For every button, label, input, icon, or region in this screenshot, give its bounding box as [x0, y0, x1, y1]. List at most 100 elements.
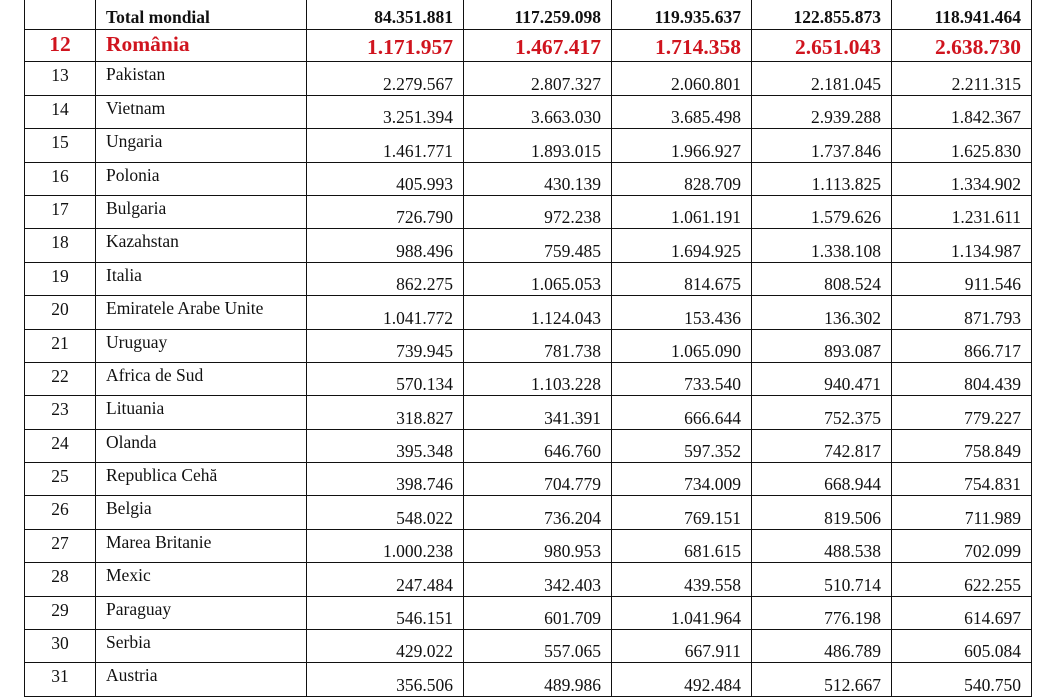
country-row: 27 Marea Britanie 1.000.238 980.953 681.615 4…: [24, 528, 1032, 564]
value-cell: 808.524: [751, 261, 892, 297]
country-name-cell: Serbia: [95, 629, 307, 664]
value-cell: 2.651.043: [751, 28, 892, 63]
value-cell: 980.953: [463, 528, 612, 564]
value-cell: 510.714: [751, 562, 892, 597]
rank-cell: 16: [24, 161, 96, 196]
country-row: 23 Lituania 318.827 341.391 666.644 752.375 77…: [24, 395, 1032, 430]
value-cell: 1.625.830: [891, 128, 1032, 163]
value-cell: 405.993: [306, 161, 464, 196]
value-cell: 666.644: [611, 395, 752, 430]
rank-cell: 27: [24, 528, 96, 564]
value-cell: 614.697: [891, 595, 1032, 631]
country-name-cell: Paraguay: [95, 595, 307, 631]
value-cell: 429.022: [306, 629, 464, 664]
country-name-cell: Marea Britanie: [95, 528, 307, 564]
total-value-cell: 119.935.637: [611, 0, 752, 30]
total-row: Total mondial 84.351.881 117.259.098 119…: [24, 0, 1032, 30]
value-cell: 136.302: [751, 295, 892, 330]
value-cell: 1.334.902: [891, 161, 1032, 196]
rank-cell: 25: [24, 462, 96, 497]
value-cell: 681.615: [611, 528, 752, 564]
country-row: 21 Uruguay 739.945 781.738 1.065.090 893.087 8…: [24, 328, 1032, 363]
country-name-cell: Ungaria: [95, 128, 307, 163]
value-cell: 758.849: [891, 428, 1032, 464]
value-cell: 1.893.015: [463, 128, 612, 163]
country-name-cell: Vietnam: [95, 94, 307, 130]
value-cell: 1.694.925: [611, 228, 752, 263]
country-row: 17 Bulgaria 726.790 972.238 1.061.191 1.579.6…: [24, 194, 1032, 230]
value-cell: 704.779: [463, 462, 612, 497]
value-cell: 1.113.825: [751, 161, 892, 196]
value-cell: 570.134: [306, 361, 464, 397]
value-cell: 597.352: [611, 428, 752, 464]
value-cell: 2.279.567: [306, 61, 464, 96]
value-cell: 819.506: [751, 495, 892, 530]
value-cell: 804.439: [891, 361, 1032, 397]
country-row: 15 Ungaria 1.461.771 1.893.015 1.966.927 1.73…: [24, 128, 1032, 163]
highlighted-country-row: 12 România 1.171.957 1.467.417 1.714.358 2.65…: [24, 28, 1032, 63]
value-cell: 781.738: [463, 328, 612, 363]
value-cell: 2.181.045: [751, 61, 892, 96]
rank-cell: 24: [24, 428, 96, 464]
rank-cell: 30: [24, 629, 96, 664]
rank-cell: 23: [24, 395, 96, 430]
rank-cell: 21: [24, 328, 96, 363]
rank-cell: 20: [24, 295, 96, 330]
total-value-cell: 117.259.098: [463, 0, 612, 30]
country-name-cell: Emiratele Arabe Unite: [95, 295, 307, 330]
value-cell: 247.484: [306, 562, 464, 597]
rank-cell: 15: [24, 128, 96, 163]
value-cell: 395.348: [306, 428, 464, 464]
country-name-cell: Uruguay: [95, 328, 307, 363]
country-row: 19 Italia 862.275 1.065.053 814.675 808.524 91…: [24, 261, 1032, 297]
country-name-cell: Polonia: [95, 161, 307, 196]
value-cell: 3.251.394: [306, 94, 464, 130]
value-cell: 752.375: [751, 395, 892, 430]
value-cell: 911.546: [891, 261, 1032, 297]
rank-cell: 12: [24, 28, 96, 63]
value-cell: 940.471: [751, 361, 892, 397]
value-cell: 1.231.611: [891, 194, 1032, 230]
value-cell: 1.041.964: [611, 595, 752, 631]
value-cell: 739.945: [306, 328, 464, 363]
country-row: 18 Kazahstan 988.496 759.485 1.694.925 1.338.…: [24, 228, 1032, 263]
value-cell: 1.061.191: [611, 194, 752, 230]
value-cell: 356.506: [306, 662, 464, 697]
value-cell: 2.211.315: [891, 61, 1032, 96]
value-cell: 972.238: [463, 194, 612, 230]
rank-cell: 14: [24, 94, 96, 130]
value-cell: 988.496: [306, 228, 464, 263]
value-cell: 430.139: [463, 161, 612, 196]
value-cell: 492.484: [611, 662, 752, 697]
value-cell: 1.579.626: [751, 194, 892, 230]
country-name-cell: Republica Cehă: [95, 462, 307, 497]
country-row: 22 Africa de Sud 570.134 1.103.228 733.540 94…: [24, 361, 1032, 397]
value-cell: 3.663.030: [463, 94, 612, 130]
value-cell: 1.461.771: [306, 128, 464, 163]
rank-cell: 22: [24, 361, 96, 397]
value-cell: 733.540: [611, 361, 752, 397]
value-cell: 1.171.957: [306, 28, 464, 63]
value-cell: 769.151: [611, 495, 752, 530]
country-data-table: Total mondial 84.351.881 117.259.098 119…: [24, 0, 1032, 697]
value-cell: 153.436: [611, 295, 752, 330]
value-cell: 866.717: [891, 328, 1032, 363]
value-cell: 862.275: [306, 261, 464, 297]
country-name-cell: Austria: [95, 662, 307, 697]
value-cell: 557.065: [463, 629, 612, 664]
value-cell: 759.485: [463, 228, 612, 263]
rank-cell: 18: [24, 228, 96, 263]
country-row: 13 Pakistan 2.279.567 2.807.327 2.060.801 2.1…: [24, 61, 1032, 96]
value-cell: 1.467.417: [463, 28, 612, 63]
country-name-cell: Italia: [95, 261, 307, 297]
value-cell: 646.760: [463, 428, 612, 464]
total-label-cell: Total mondial: [95, 0, 307, 30]
country-name-cell: Olanda: [95, 428, 307, 464]
value-cell: 1.966.927: [611, 128, 752, 163]
value-cell: 1.124.043: [463, 295, 612, 330]
value-cell: 1.103.228: [463, 361, 612, 397]
total-value-cell: 122.855.873: [751, 0, 892, 30]
value-cell: 439.558: [611, 562, 752, 597]
value-cell: 1.065.090: [611, 328, 752, 363]
value-cell: 776.198: [751, 595, 892, 631]
